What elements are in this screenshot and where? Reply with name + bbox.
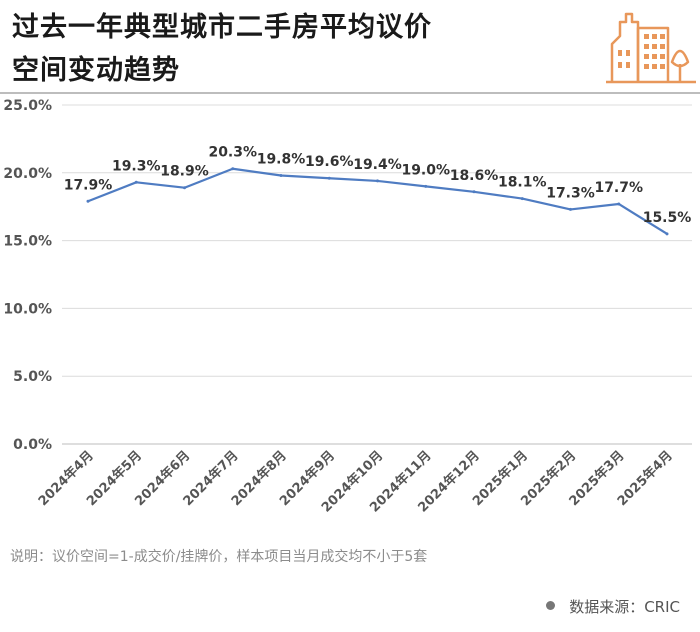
- data-label: 20.3%: [208, 145, 257, 161]
- y-tick-label: 0.0%: [13, 437, 52, 453]
- data-label: 17.7%: [594, 180, 643, 196]
- chart-title-line-1: 过去一年典型城市二手房平均议价: [12, 12, 432, 43]
- city-buildings-icon: [606, 12, 696, 84]
- line-chart: 0.0%5.0%10.0%15.0%20.0%25.0%2024年4月2024年…: [3, 98, 692, 516]
- y-tick-label: 25.0%: [3, 98, 52, 114]
- data-point: [617, 202, 621, 206]
- y-tick-label: 20.0%: [3, 166, 52, 182]
- chart-title-line-2: 空间变动趋势: [12, 55, 180, 86]
- data-source: 数据来源：CRIC: [546, 596, 680, 617]
- data-label: 19.4%: [353, 157, 402, 173]
- data-label: 18.1%: [498, 175, 547, 191]
- header-divider: [0, 92, 700, 94]
- data-point: [569, 207, 572, 211]
- data-label: 17.3%: [546, 185, 595, 201]
- data-label: 18.9%: [160, 164, 209, 180]
- data-source-text: 数据来源：CRIC: [569, 598, 680, 616]
- data-label: 18.6%: [450, 168, 499, 184]
- data-label: 19.3%: [112, 158, 161, 174]
- data-point: [231, 167, 235, 171]
- data-label: 17.9%: [64, 177, 113, 193]
- y-tick-label: 10.0%: [3, 301, 52, 317]
- data-point: [279, 174, 283, 178]
- data-label: 19.0%: [401, 162, 450, 178]
- data-point: [183, 186, 186, 190]
- data-label: 15.5%: [643, 210, 692, 226]
- data-label: 19.6%: [305, 154, 354, 170]
- y-tick-label: 15.0%: [3, 234, 52, 250]
- data-point: [424, 184, 428, 188]
- data-point: [86, 199, 90, 203]
- data-point: [134, 180, 138, 184]
- data-point: [376, 179, 379, 183]
- chart-title: 过去一年典型城市二手房平均议价 空间变动趋势: [12, 6, 602, 92]
- data-point: [665, 232, 669, 236]
- data-label: 19.8%: [257, 152, 306, 168]
- data-point: [520, 197, 524, 201]
- footnote: 说明：议价空间=1-成交价/挂牌价，样本项目当月成交均不小于5套: [10, 549, 428, 565]
- bullet-icon: [546, 601, 556, 610]
- y-tick-label: 5.0%: [13, 369, 52, 385]
- data-point: [472, 190, 476, 194]
- data-point: [327, 176, 331, 180]
